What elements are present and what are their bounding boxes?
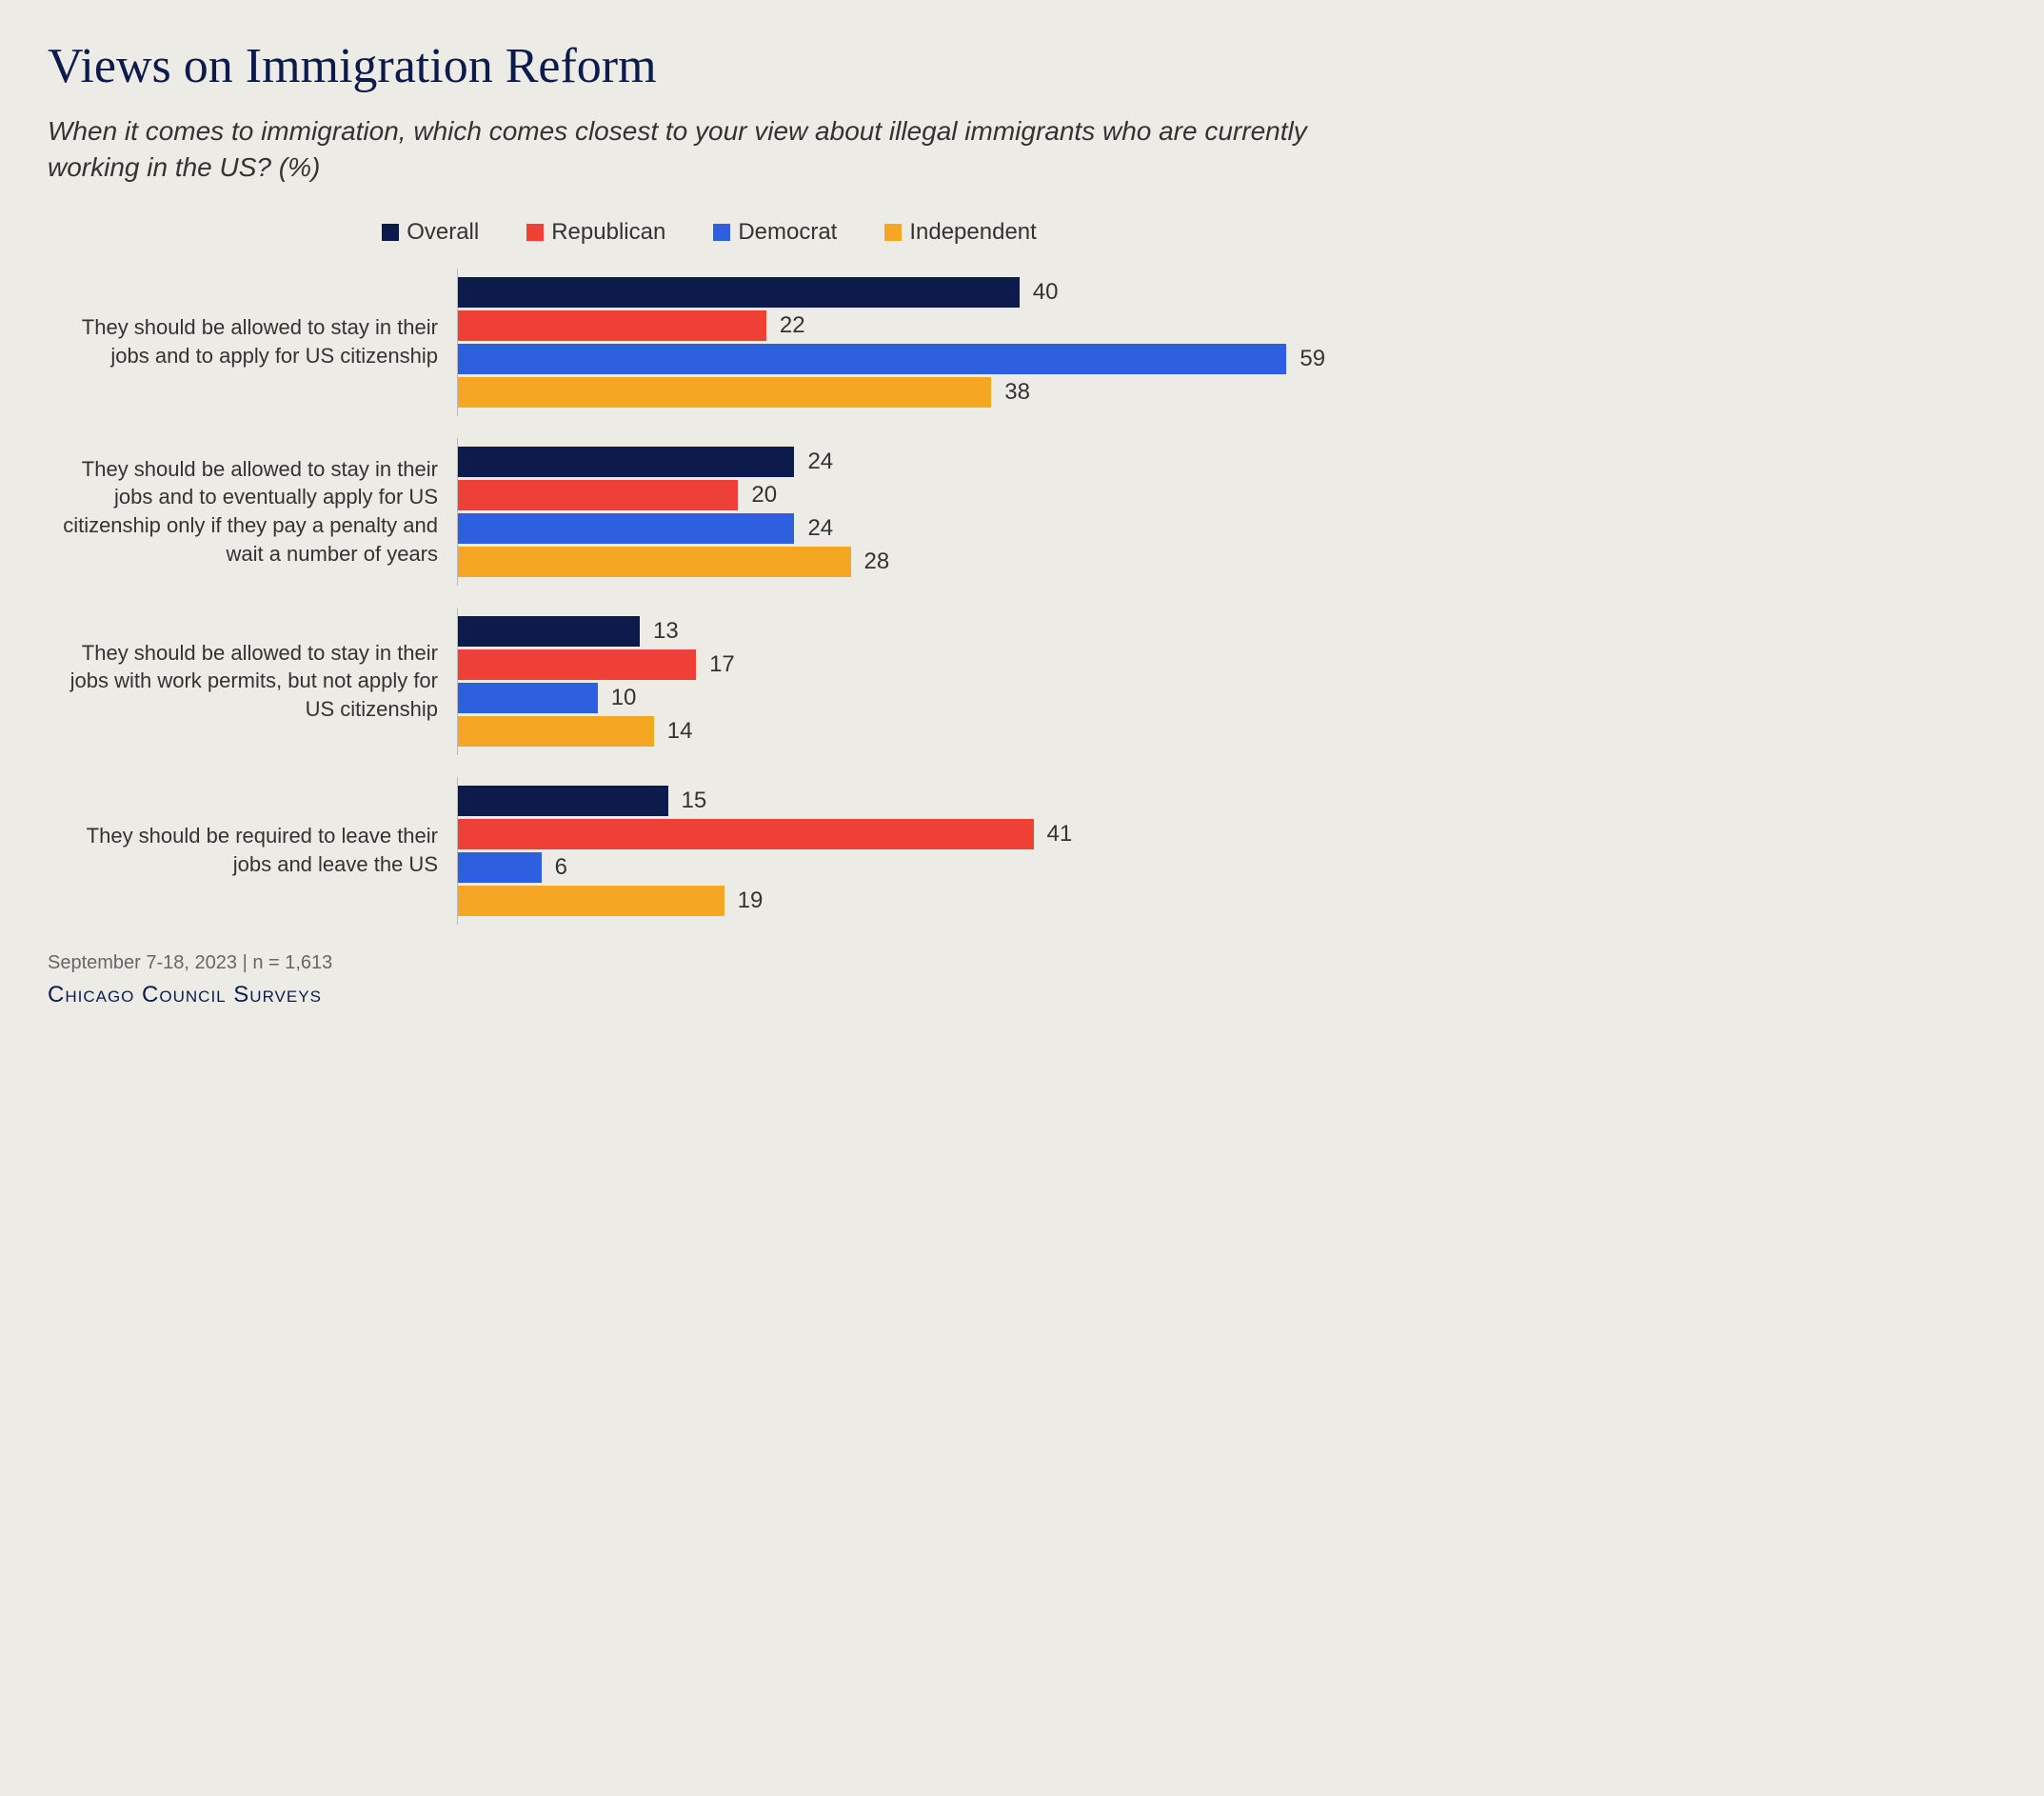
axis-line [457, 608, 458, 755]
bars-col: 24 20 24 28 [457, 444, 1371, 580]
bar-value-label: 59 [1300, 346, 1325, 372]
bar [457, 480, 738, 510]
legend-item: Republican [526, 219, 665, 246]
bar-row: 22 [457, 310, 1371, 341]
bar [457, 310, 766, 341]
footer-meta: September 7-18, 2023 | n = 1,613 [48, 952, 1371, 974]
axis-line [457, 269, 458, 416]
bar-value-label: 13 [653, 618, 679, 645]
group-label: They should be required to leave their j… [48, 822, 457, 878]
bar-value-label: 14 [667, 718, 693, 745]
bar-value-label: 19 [738, 888, 764, 914]
group-label: They should be allowed to stay in their … [48, 455, 457, 569]
bar-value-label: 22 [780, 312, 805, 339]
legend-swatch [713, 224, 730, 241]
group-label: They should be allowed to stay in their … [48, 313, 457, 369]
bar [457, 716, 654, 747]
footer-source: Chicago Council Surveys [48, 982, 1371, 1008]
bar-row: 24 [457, 447, 1371, 477]
bar-row: 13 [457, 616, 1371, 647]
bars-col: 40 22 59 38 [457, 274, 1371, 410]
bar-row: 24 [457, 513, 1371, 544]
chart-subtitle: When it comes to immigration, which come… [48, 113, 1371, 186]
bar-value-label: 40 [1033, 279, 1059, 306]
bar [457, 344, 1286, 374]
bar-row: 6 [457, 852, 1371, 883]
bar-row: 20 [457, 480, 1371, 510]
bar-row: 41 [457, 819, 1371, 849]
bar [457, 513, 794, 544]
bar-row: 19 [457, 886, 1371, 916]
bar-value-label: 6 [555, 854, 567, 881]
bar-value-label: 38 [1004, 379, 1030, 406]
legend-label: Overall [407, 219, 479, 246]
bar-row: 59 [457, 344, 1371, 374]
legend-item: Overall [382, 219, 479, 246]
legend-swatch [382, 224, 399, 241]
bar-value-label: 15 [682, 788, 707, 814]
bar-row: 14 [457, 716, 1371, 747]
legend-label: Republican [551, 219, 665, 246]
bar-group: They should be allowed to stay in their … [48, 613, 1371, 749]
legend-swatch [526, 224, 544, 241]
bar [457, 377, 991, 408]
bar-row: 10 [457, 683, 1371, 713]
bar-row: 15 [457, 786, 1371, 816]
bar-value-label: 28 [864, 549, 890, 575]
group-label: They should be allowed to stay in their … [48, 639, 457, 724]
bars-col: 15 41 6 19 [457, 783, 1371, 919]
bar [457, 649, 696, 680]
legend-swatch [884, 224, 902, 241]
bar-row: 28 [457, 547, 1371, 577]
bar-row: 38 [457, 377, 1371, 408]
legend-item: Democrat [713, 219, 837, 246]
bar-group: They should be required to leave their j… [48, 783, 1371, 919]
chart-title: Views on Immigration Reform [48, 38, 1371, 94]
bar-value-label: 20 [751, 482, 777, 509]
legend: Overall Republican Democrat Independent [48, 219, 1371, 246]
bar-value-label: 41 [1047, 821, 1073, 848]
bar [457, 852, 542, 883]
bar-value-label: 24 [807, 449, 833, 475]
bar [457, 786, 668, 816]
axis-line [457, 777, 458, 925]
legend-item: Independent [884, 219, 1036, 246]
bar [457, 886, 724, 916]
chart-area: They should be allowed to stay in their … [48, 274, 1371, 919]
bars-col: 13 17 10 14 [457, 613, 1371, 749]
bar-group: They should be allowed to stay in their … [48, 444, 1371, 580]
bar-row: 17 [457, 649, 1371, 680]
axis-line [457, 438, 458, 586]
bar [457, 819, 1034, 849]
bar [457, 616, 640, 647]
bar [457, 447, 794, 477]
footer: September 7-18, 2023 | n = 1,613 Chicago… [48, 952, 1371, 1008]
legend-label: Independent [909, 219, 1036, 246]
bar [457, 547, 851, 577]
bar [457, 683, 598, 713]
bar [457, 277, 1020, 308]
legend-label: Democrat [738, 219, 837, 246]
bar-value-label: 10 [611, 685, 637, 711]
bar-row: 40 [457, 277, 1371, 308]
bar-value-label: 24 [807, 515, 833, 542]
bar-value-label: 17 [709, 651, 735, 678]
bar-group: They should be allowed to stay in their … [48, 274, 1371, 410]
